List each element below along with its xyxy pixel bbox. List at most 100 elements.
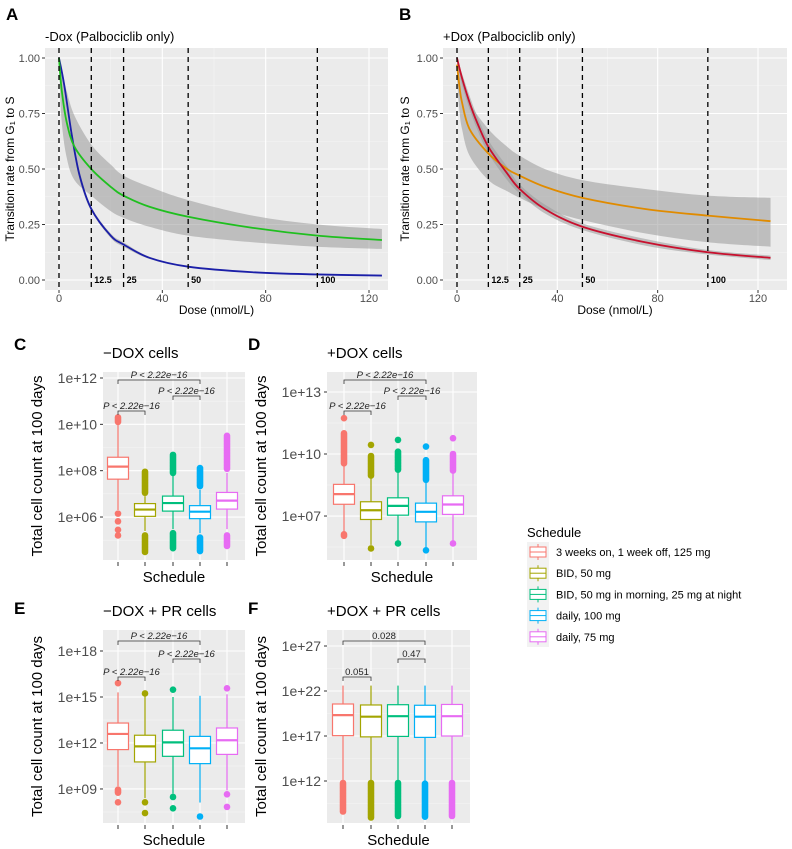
y-tick-label: 1e+13 [282,384,322,400]
y-tick-label: 1e+18 [58,643,98,659]
significance-label: P < 2.22e−16 [357,370,414,381]
y-tick-label: 1e+09 [58,781,98,797]
legend-item: daily, 100 mg [529,607,621,624]
x-tick-label: 80 [652,293,664,305]
legend-item: BID, 50 mg in morning, 25 mg at night [529,586,741,603]
outlier-point [114,799,122,806]
series-line [58,57,382,277]
panel-title: +DOX + PR cells [327,603,440,620]
box-5 [215,684,239,811]
dose-reference-label: 100 [320,275,335,285]
y-tick-label: 1e+12 [282,773,322,789]
x-axis-label: Schedule [371,569,434,586]
panel-letter: B [399,5,411,24]
y-axis-label: Transition rate from G₁ to S [3,97,17,242]
legend-label: BID, 50 mg [556,568,611,580]
y-tick-label: 1.00 [417,53,438,65]
y-axis-label: Total cell count at 100 days [29,636,46,817]
outlier-point [223,542,231,550]
significance-bracket [397,395,427,400]
y-tick-label: 0.00 [417,275,438,287]
significance-bracket [117,410,146,415]
significance-bracket [172,658,201,663]
outlier-point [169,686,177,693]
outlier-point [141,489,149,497]
box-4 [188,464,212,555]
outlier-point [339,808,347,815]
legend: Schedule 3 weeks on, 1 week off, 125 mg BI… [527,525,741,647]
box-iqr [440,703,464,737]
outlier-point [114,526,122,534]
panel-letter: F [248,599,258,618]
panel-title: +Dox (Palbociclib only) [443,29,576,44]
panel-f: F +DOX + PR cells 1e+12 1e+17 1e+22 1e+27 0.02… [248,599,470,849]
outlier-point [169,469,177,477]
series-line [58,57,382,241]
dose-reference-label: 12.5 [491,275,509,285]
y-tick-label: 1e+12 [58,735,98,751]
outlier-point [141,548,149,556]
outlier-point [223,803,231,811]
y-tick-label: 1e+12 [58,370,98,386]
outlier-point [223,684,231,692]
x-tick-label: 40 [156,293,168,305]
outlier-point [394,466,402,473]
y-axis-label: Transition rate from G₁ to S [398,97,412,242]
box-3 [161,451,185,552]
y-tick-label: 0.75 [417,109,438,121]
y-tick-label: 0.50 [19,164,40,176]
box-5 [441,434,465,547]
panel-title: −DOX cells [103,345,178,362]
confidence-band [59,58,382,249]
panel-d: D +DOX cells 1e+07 1e+10 1e+13 P < 2.22e−16 P … [248,335,477,586]
box-5 [215,432,239,550]
x-tick-label: 0 [56,293,62,305]
y-tick-label: 1e+06 [58,509,98,525]
box-iqr [386,704,410,738]
box-5 [440,685,464,820]
panel-title: +DOX cells [327,345,402,362]
outlier-point [340,460,348,467]
significance-bracket [117,640,201,645]
y-tick-label: 1e+17 [282,728,322,744]
dose-reference-label: 100 [711,275,726,285]
y-axis-label: Total cell count at 100 days [29,376,46,557]
x-axis-label: Dose (nmol/L) [577,303,652,317]
x-tick-label: 40 [551,293,563,305]
y-tick-label: 1e+07 [282,508,322,524]
y-axis-label: Total cell count at 100 days [253,376,270,557]
y-tick-label: 0.25 [19,220,40,232]
legend-label: daily, 75 mg [556,632,615,644]
outlier-point [340,532,348,540]
outlier-point [196,547,204,555]
legend-title: Schedule [527,525,581,540]
box-1 [332,414,356,540]
panel-title: −DOX + PR cells [103,603,216,620]
significance-label: P < 2.22e−16 [131,631,188,642]
legend-label: BID, 50 mg in morning, 25 mg at night [556,589,741,601]
x-axis-label: Schedule [143,569,206,586]
outlier-point [422,546,430,554]
significance-label: 0.028 [372,631,396,642]
x-tick-label: 80 [260,293,272,305]
significance-bracket [342,676,372,681]
outlier-point [394,436,402,444]
dose-reference-label: 50 [585,275,595,285]
y-tick-label: 0.25 [417,220,438,232]
significance-bracket [172,395,201,400]
box-3 [386,436,410,547]
outlier-point [449,540,457,547]
outlier-point [141,809,149,817]
box-2 [359,441,383,552]
box-iqr [359,704,383,738]
box-iqr [106,722,130,751]
box-iqr [133,734,157,763]
box-3 [386,685,410,820]
significance-label: P < 2.22e−16 [103,667,160,678]
outlier-point [422,443,430,450]
outlier-point [196,813,204,820]
dose-reference-label: 25 [127,275,137,285]
outlier-point [422,476,430,484]
significance-bracket [343,410,372,415]
